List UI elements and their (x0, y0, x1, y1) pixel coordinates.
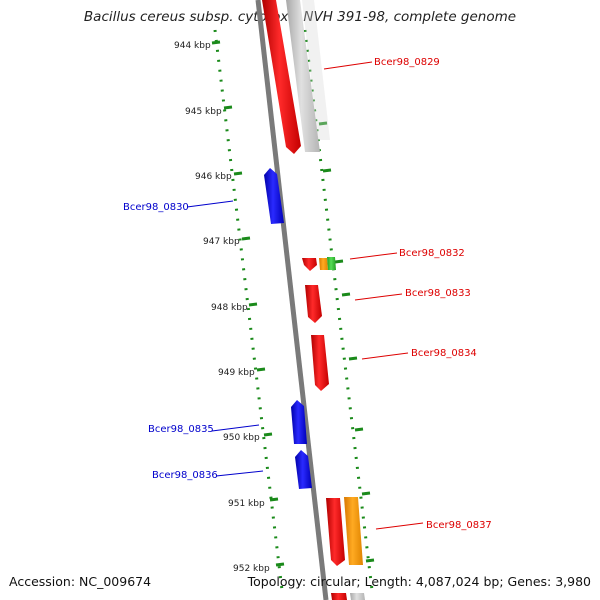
ruler-tick-label: 944 kbp (174, 41, 211, 51)
genome-backbone (255, 0, 329, 600)
ruler-outer-track (303, 29, 374, 591)
accession-text: Accession: NC_009674 (9, 574, 152, 589)
gene-bcer98-0829-feature-bar[interactable] (286, 0, 320, 152)
gene-label-bcer98-0833[interactable]: Bcer98_0833 (405, 288, 471, 299)
ruler-tick (223, 105, 233, 110)
gene-bcer98-0830-arrow[interactable] (264, 168, 284, 224)
ruler-tick-label: 952 kbp (233, 564, 270, 574)
gene-label-bcer98-0836[interactable]: Bcer98_0836 (152, 470, 218, 481)
gene-bcer98-0834-arrow[interactable] (311, 335, 329, 391)
label-leaders (186, 61, 424, 530)
ruler-tick (248, 302, 258, 307)
next-gene-feature-bar[interactable] (350, 593, 365, 600)
gene-label-bcer98-0829[interactable]: Bcer98_0829 (374, 57, 440, 68)
gene-bcer98-0836-arrow[interactable] (295, 450, 312, 489)
gene-bcer98-0837-arrow[interactable] (326, 498, 345, 566)
gene-bcer98-0829-arrow[interactable] (262, 0, 301, 154)
gene-bcer98-0832-arrow[interactable] (302, 258, 317, 271)
gene-features (262, 0, 365, 600)
ruler-ticks: 944 kbp 945 kbp 946 kbp 947 kbp 948 kbp … (174, 40, 285, 574)
gene-label-bcer98-0837[interactable]: Bcer98_0837 (426, 520, 492, 531)
gene-bcer98-0835-arrow[interactable] (291, 400, 307, 444)
gene-labels: Bcer98_0829 Bcer98_0830 Bcer98_0832 Bcer… (123, 57, 492, 531)
outer-ruler-ticks (318, 121, 375, 563)
gene-label-bcer98-0834[interactable]: Bcer98_0834 (411, 348, 477, 359)
ruler-inner-track (213, 29, 284, 591)
ruler-tick (241, 236, 251, 241)
ruler-tick (233, 171, 243, 176)
ruler-tick-label: 949 kbp (218, 368, 255, 378)
ruler-tick (263, 432, 273, 437)
gene-label-bcer98-0835[interactable]: Bcer98_0835 (148, 424, 214, 435)
ruler-tick-label: 948 kbp (211, 303, 248, 313)
gene-label-bcer98-0832[interactable]: Bcer98_0832 (399, 248, 465, 259)
ruler-tick (256, 367, 266, 372)
ruler-tick-label: 947 kbp (203, 237, 240, 247)
gene-label-bcer98-0830[interactable]: Bcer98_0830 (123, 202, 189, 213)
gene-bcer98-0833-arrow[interactable] (305, 285, 322, 323)
gene-bcer98-0832-feature-orange[interactable] (319, 258, 328, 270)
ruler-tick-label: 951 kbp (228, 499, 265, 509)
ruler-tick-label: 946 kbp (195, 172, 232, 182)
gene-bcer98-0837-feature-orange[interactable] (344, 497, 363, 565)
ruler-tick-label: 950 kbp (223, 433, 260, 443)
gene-bcer98-0829-feature-bar-shade (302, 0, 330, 140)
topology-text: Topology: circular; Length: 4,087,024 bp… (247, 574, 591, 589)
gene-bcer98-0832-feature-green[interactable] (327, 257, 336, 270)
next-gene-arrow[interactable] (331, 593, 347, 600)
ruler-tick-label: 945 kbp (185, 107, 222, 117)
ruler-tick (269, 497, 279, 502)
ruler-tick (211, 40, 221, 45)
ruler-tick (275, 562, 285, 567)
